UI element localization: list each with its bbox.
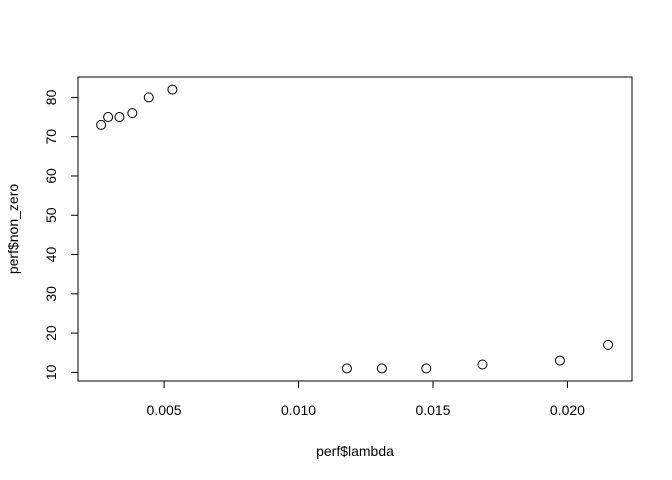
data-points (96, 84, 614, 374)
y-tick-label: 80 (43, 89, 59, 105)
y-tick-label: 60 (43, 168, 59, 184)
data-point (603, 339, 614, 350)
data-point (143, 92, 154, 103)
y-axis-label: perf$non_zero (5, 184, 21, 275)
x-axis: 0.005 0.010 0.015 0.020 (147, 380, 585, 418)
y-tick-label: 10 (43, 364, 59, 380)
y-axis: 10 20 30 40 50 60 70 80 (43, 89, 79, 380)
x-tick-label: 0.020 (550, 402, 585, 418)
data-point (96, 119, 107, 130)
data-point (341, 363, 352, 374)
y-tick-label: 50 (43, 207, 59, 223)
y-tick-label: 20 (43, 325, 59, 341)
data-point (127, 108, 138, 119)
data-point (103, 112, 114, 123)
x-tick-label: 0.010 (281, 402, 316, 418)
data-point (376, 363, 387, 374)
data-point (114, 112, 125, 123)
data-point (554, 355, 565, 366)
x-axis-label: perf$lambda (316, 443, 394, 459)
y-tick-label: 30 (43, 286, 59, 302)
data-point (167, 84, 178, 95)
x-tick-label: 0.005 (147, 402, 182, 418)
y-tick-label: 70 (43, 129, 59, 145)
y-tick-label: 40 (43, 247, 59, 263)
data-point (421, 363, 432, 374)
data-point (477, 359, 488, 370)
x-tick-label: 0.015 (415, 402, 450, 418)
